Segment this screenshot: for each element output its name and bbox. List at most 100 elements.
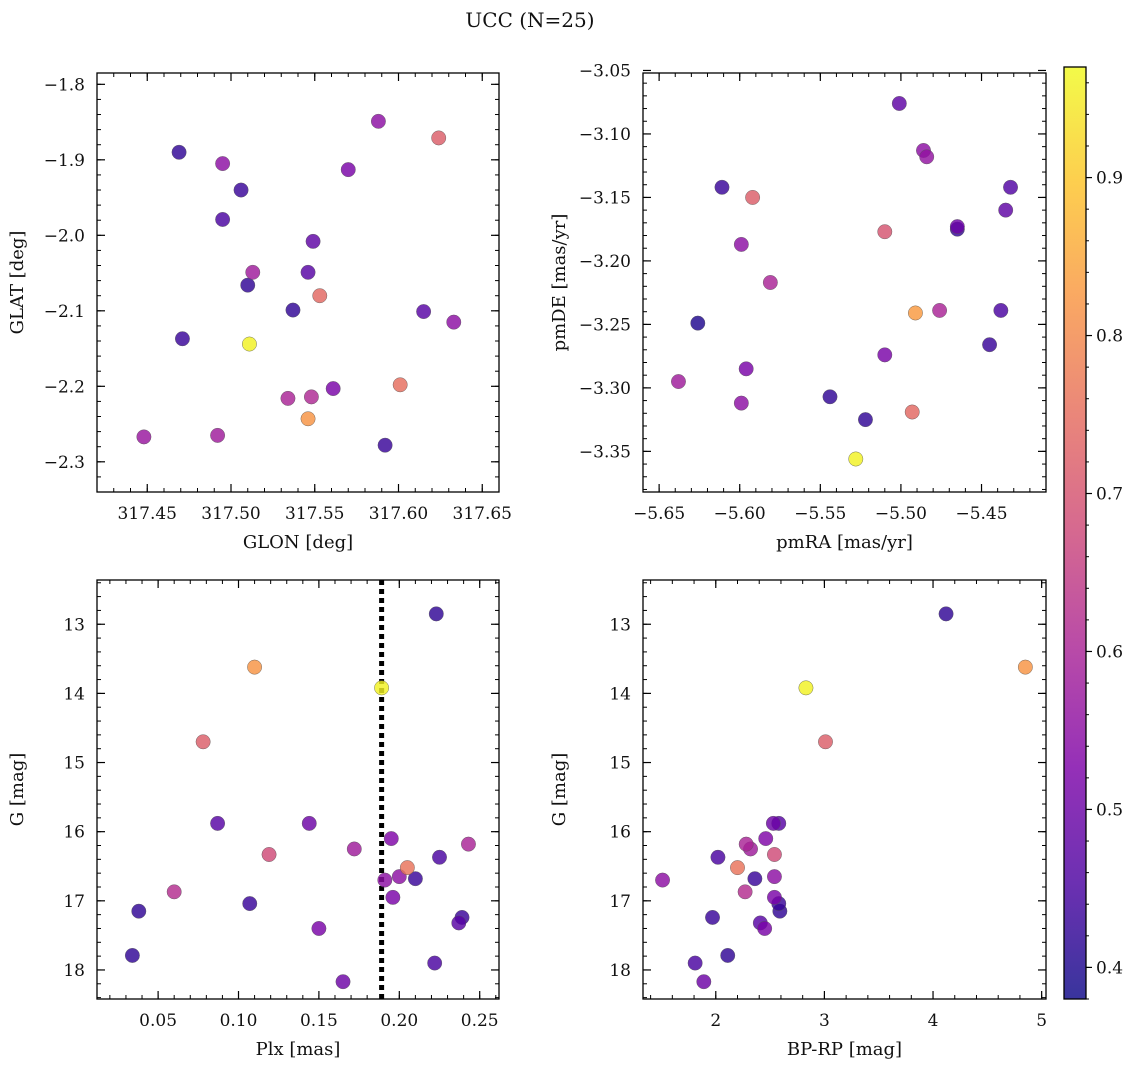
scatter-point (762, 275, 778, 290)
scatter-point (733, 237, 749, 252)
y-tick-label: −3.15 (579, 188, 631, 208)
x-tick-label: 0.15 (300, 1011, 338, 1031)
scatter-point (998, 202, 1014, 218)
scatter-point (166, 884, 182, 900)
scatter-point (175, 331, 190, 347)
scatter-point (195, 734, 211, 750)
scatter-point (136, 429, 152, 445)
scatter-point (1003, 179, 1018, 195)
scatter-point (416, 304, 432, 319)
scatter-point (938, 606, 954, 622)
scatter-point (431, 130, 447, 146)
y-tick-label: −3.05 (579, 61, 631, 81)
scatter-point (432, 849, 447, 865)
scatter-point (877, 347, 893, 363)
x-tick-label: −5.60 (714, 504, 766, 524)
axes-frame (96, 72, 500, 493)
scatter-point (982, 337, 997, 353)
y-tick-label: −1.8 (44, 75, 85, 95)
y-tick-label: 15 (609, 754, 631, 774)
y-axis-label: G [mag] (7, 753, 28, 826)
y-tick-label: 13 (609, 615, 631, 635)
panel-bprp-g: 2 3 4 5 13 14 15 16 17 18 BP-RP [mag] G [mag] (549, 579, 1047, 1060)
x-tick-label: 317.60 (369, 504, 428, 524)
x-tick-label: 317.65 (453, 504, 512, 524)
axes-frame (96, 579, 500, 1000)
y-tick-label: −1.9 (44, 151, 85, 171)
axes-frame (642, 579, 1047, 1000)
colorbar-tick-label: 0.7 (1096, 485, 1123, 505)
scatter-point (285, 302, 301, 318)
colorbar-tick-label: 0.6 (1096, 642, 1123, 662)
scatter-point (1017, 659, 1033, 675)
y-tick-label: 15 (63, 754, 85, 774)
scatter-point (407, 871, 423, 887)
x-tick-label: −5.45 (955, 504, 1007, 524)
colorbar-tick-label: 0.8 (1096, 327, 1123, 347)
scatter-point (124, 948, 140, 963)
y-tick-label: 16 (63, 823, 85, 843)
panel-pmra-pmde: −5.65 −5.60 −5.55 −5.50 −5.45 −3.05 −3.10 −3.15… (549, 61, 1047, 553)
scatter-point (300, 264, 316, 280)
scatter-point (747, 871, 763, 887)
colorbar-tick-label: 0.4 (1096, 958, 1123, 978)
scatter-point (949, 219, 965, 235)
y-axis-label: pmDE [mas/yr] (549, 214, 570, 352)
scatter-point (280, 390, 296, 406)
scatter-point (399, 860, 415, 876)
y-tick-label: −2.1 (44, 302, 85, 322)
y-tick-label: −2.0 (44, 226, 85, 246)
y-tick-label: −3.30 (579, 379, 631, 399)
scatter-point (822, 389, 838, 405)
scatter-point (737, 884, 753, 900)
y-tick-label: 17 (63, 892, 85, 912)
scatter-point (385, 889, 401, 905)
scatter-point (301, 815, 317, 831)
x-tick-label: −5.50 (875, 504, 927, 524)
scatter-point (346, 841, 362, 857)
scatter-point (714, 179, 730, 195)
x-tick-label: 317.50 (201, 504, 260, 524)
scatter-point (891, 96, 907, 111)
scatter-point (908, 305, 923, 321)
colorbar-gradient (1064, 67, 1086, 999)
y-tick-label: 13 (63, 615, 85, 635)
y-axis-label: GLAT [deg] (7, 231, 28, 335)
scatter-point (446, 314, 462, 330)
scatter-point (993, 303, 1009, 318)
scatter-point (877, 224, 893, 240)
scatter-point (303, 389, 319, 405)
y-tick-label: −2.3 (44, 453, 85, 473)
scatter-point (428, 606, 444, 622)
scatter-point (767, 869, 782, 885)
scatter-point (242, 336, 257, 352)
scatter-point (733, 395, 749, 411)
scatter-point (377, 872, 393, 888)
scatter-point (757, 921, 773, 936)
panel-glon-glat: 317.45 317.50 317.55 317.60 317.65 −1.8 −1.9 −2… (7, 72, 512, 553)
scatter-point (131, 903, 147, 919)
scatter-point (798, 680, 814, 696)
scatter-point (377, 437, 393, 453)
scatter-point (374, 680, 390, 696)
x-axis-label: GLON [deg] (243, 532, 353, 553)
scatter-point (461, 836, 476, 852)
scatter-point (247, 659, 262, 675)
scatter-point (261, 847, 277, 862)
scatter-point (710, 849, 726, 865)
scatter-point (690, 315, 706, 331)
y-tick-label: 18 (609, 961, 631, 981)
axes-frame (642, 72, 1047, 493)
x-tick-label: 2 (710, 1011, 721, 1031)
scatter-point (765, 815, 781, 831)
scatter-point (858, 412, 873, 428)
scatter-point (240, 277, 256, 293)
y-tick-label: −3.20 (579, 252, 631, 272)
x-tick-label: 0.20 (380, 1011, 418, 1031)
scatter-point (767, 889, 782, 905)
y-tick-label: 14 (63, 684, 85, 704)
x-tick-label: 5 (1036, 1011, 1047, 1031)
colorbar-tick-label: 0.9 (1096, 169, 1123, 189)
scatter-point (904, 404, 920, 420)
x-tick-label: 0.10 (220, 1011, 258, 1031)
